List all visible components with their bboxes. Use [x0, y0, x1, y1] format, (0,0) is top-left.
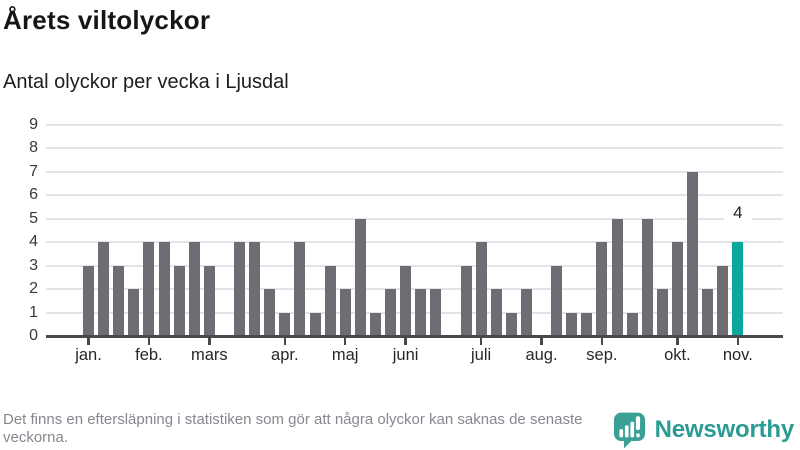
x-axis-tick	[147, 338, 151, 345]
x-axis-label: apr.	[271, 346, 299, 364]
bar	[475, 242, 487, 336]
chart-subtitle: Antal olyckor per vecka i Ljusdal	[3, 71, 289, 93]
bar	[717, 265, 729, 336]
x-axis-line	[46, 335, 783, 338]
gridline	[46, 241, 783, 244]
y-axis-label: 5	[29, 209, 38, 227]
bar	[415, 289, 427, 336]
bar	[596, 242, 608, 336]
chart-title: Årets viltolyckor	[3, 5, 211, 35]
x-axis-tick	[208, 338, 211, 345]
y-axis-label: 6	[29, 186, 38, 204]
bar	[98, 242, 110, 336]
y-axis-label: 9	[29, 116, 38, 133]
x-axis-label: sep.	[586, 346, 618, 364]
bar	[656, 289, 668, 336]
gridline	[46, 124, 783, 126]
newsworthy-logo-text: Newsworthy	[654, 416, 795, 443]
bar	[566, 312, 578, 336]
bar	[188, 242, 200, 336]
bar	[430, 289, 442, 336]
gridline	[46, 170, 783, 173]
bar	[294, 242, 306, 336]
bar	[113, 265, 125, 336]
x-axis-tick	[479, 338, 483, 345]
newsworthy-logo-icon	[613, 412, 645, 449]
x-axis-tick	[87, 338, 90, 345]
x-axis-label: mars	[190, 346, 228, 364]
x-axis-label: juni	[392, 346, 419, 364]
x-axis-tick	[404, 338, 407, 345]
x-axis-label: okt.	[664, 346, 691, 364]
gridline	[46, 147, 783, 150]
bar	[687, 171, 698, 336]
bar	[505, 312, 517, 336]
bar-chart: 0 1 2 3 4 5 6 7 8 9 jan. feb. mars apr. maj juni juli aug…	[29, 116, 783, 364]
bar	[354, 218, 366, 336]
footnote: Det finns en eftersläpning i statistiken…	[3, 411, 583, 446]
y-axis-label: 1	[29, 303, 38, 321]
x-axis-tick	[600, 338, 604, 345]
x-axis-label: aug.	[525, 346, 558, 364]
y-axis-label: 2	[29, 280, 38, 298]
bar	[460, 265, 472, 336]
bar	[264, 289, 276, 336]
gridline	[46, 194, 783, 197]
bar	[581, 312, 593, 336]
y-axis-label: 4	[29, 233, 38, 251]
y-axis-label: 7	[29, 162, 38, 180]
bar	[339, 289, 351, 336]
bar	[551, 265, 563, 336]
x-axis-tick	[676, 338, 679, 345]
bar	[641, 218, 653, 336]
gridline	[46, 264, 783, 267]
bar	[400, 265, 412, 336]
x-axis-label: jan.	[75, 346, 102, 364]
bar	[369, 312, 381, 336]
x-axis-tick	[540, 338, 543, 345]
bar	[279, 312, 291, 336]
x-axis-label: nov.	[722, 346, 753, 364]
x-axis-label: juli	[471, 346, 492, 364]
bar	[520, 289, 532, 336]
bar	[490, 289, 502, 336]
x-axis-tick	[343, 338, 347, 345]
bar	[143, 242, 155, 336]
bar	[702, 289, 714, 336]
bar	[234, 242, 245, 336]
bar	[309, 312, 321, 336]
gridline	[46, 311, 783, 314]
last-value-annotation: 4	[723, 202, 752, 224]
y-axis-label: 0	[29, 327, 38, 344]
bar	[385, 289, 396, 336]
gridline	[46, 217, 783, 220]
bar-highlight	[732, 242, 744, 336]
bar	[671, 242, 683, 336]
bar	[626, 312, 638, 336]
x-axis-tick	[736, 338, 739, 345]
bar	[158, 242, 170, 336]
bar	[611, 218, 623, 336]
x-axis-label: maj	[331, 346, 359, 364]
x-axis-tick	[283, 338, 286, 345]
y-axis-label: 3	[29, 256, 38, 274]
bar	[83, 265, 94, 336]
bar	[249, 242, 261, 336]
newsworthy-logo: Newsworthy	[613, 411, 794, 449]
bar	[203, 265, 215, 336]
gridline	[46, 288, 783, 291]
y-axis-label: 8	[29, 139, 38, 157]
bar	[173, 265, 185, 336]
x-axis-label: feb.	[135, 346, 163, 364]
bar	[128, 289, 140, 336]
bar	[324, 265, 336, 336]
